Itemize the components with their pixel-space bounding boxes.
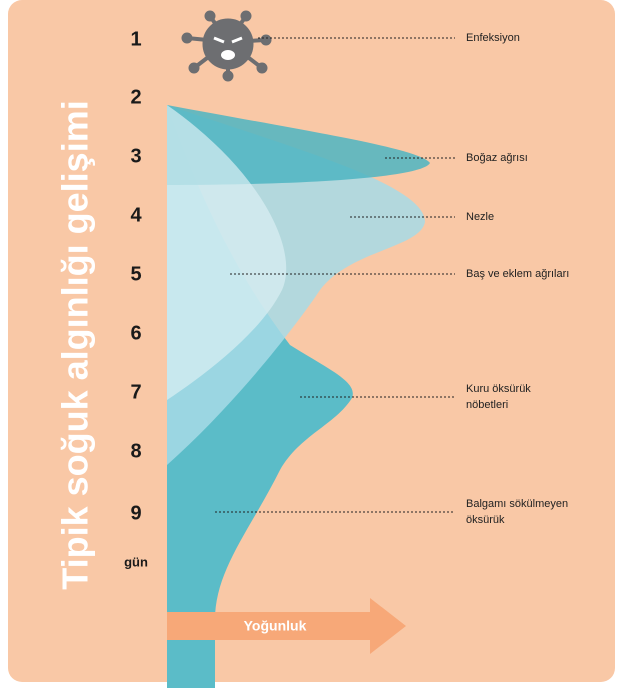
day-number: 3 — [130, 145, 141, 167]
day-number: 9 — [130, 502, 141, 524]
symptom-label: Kuru öksürük — [466, 383, 531, 395]
day-number: 2 — [130, 86, 141, 108]
day-unit: gün — [124, 554, 148, 569]
symptom-label: Baş ve eklem ağrıları — [466, 268, 569, 280]
day-number: 5 — [130, 263, 141, 285]
symptom-label: Nezle — [466, 211, 494, 223]
symptom-label: Boğaz ağrısı — [466, 152, 528, 164]
title: Tipik soğuk algınlığı gelişimi — [55, 100, 96, 589]
symptom-label: Enfeksiyon — [466, 32, 520, 44]
day-number: 1 — [130, 28, 141, 50]
day-number: 8 — [130, 440, 141, 462]
day-number: 7 — [130, 381, 141, 403]
symptom-label: Balgamı sökülmeyen — [466, 498, 568, 510]
symptom-label: nöbetleri — [466, 399, 508, 411]
infographic: Tipik soğuk algınlığı gelişimi Yoğunluk … — [0, 0, 623, 688]
arrow-label: Yoğunluk — [244, 618, 307, 634]
background — [8, 0, 615, 682]
symptom-label: öksürük — [466, 514, 505, 526]
day-number: 6 — [130, 322, 141, 344]
day-number: 4 — [130, 204, 142, 226]
